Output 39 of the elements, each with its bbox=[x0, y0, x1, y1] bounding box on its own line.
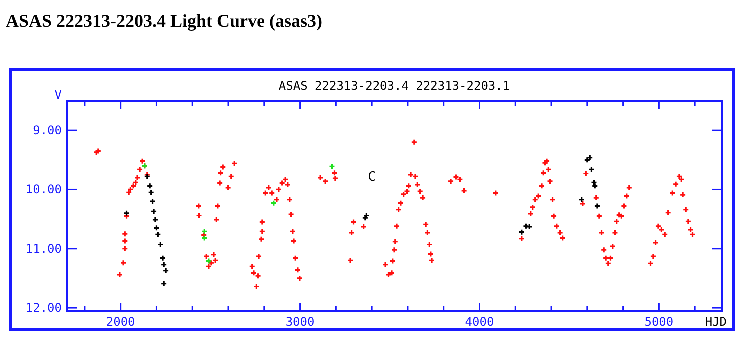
point bbox=[160, 255, 166, 262]
y-tick-label: 11.00 bbox=[26, 242, 62, 256]
x-tick-label: 4000 bbox=[465, 315, 494, 329]
point bbox=[518, 229, 526, 236]
point bbox=[590, 179, 598, 186]
point bbox=[201, 234, 208, 242]
point bbox=[588, 166, 596, 173]
point bbox=[150, 208, 158, 215]
x-tick-label: 2000 bbox=[106, 315, 136, 329]
point bbox=[586, 154, 594, 162]
point bbox=[148, 189, 155, 196]
point bbox=[328, 163, 336, 170]
y-tick-label: 9.00 bbox=[33, 124, 62, 138]
annotation: C bbox=[368, 170, 376, 185]
point bbox=[154, 231, 162, 238]
point bbox=[146, 182, 154, 190]
point bbox=[526, 224, 533, 230]
point bbox=[592, 182, 598, 190]
y-axis-title: V bbox=[54, 88, 62, 102]
point bbox=[578, 196, 586, 204]
y-tick-label: 12.00 bbox=[26, 301, 62, 316]
x-tick-label: 5000 bbox=[644, 315, 674, 329]
point bbox=[206, 258, 212, 265]
point bbox=[584, 156, 591, 164]
point bbox=[594, 202, 601, 210]
point bbox=[270, 200, 278, 207]
point bbox=[152, 216, 159, 224]
point bbox=[153, 224, 160, 232]
x-axis-title: HJD bbox=[705, 315, 727, 329]
point bbox=[160, 280, 168, 288]
x-tick-label: 3000 bbox=[286, 315, 315, 329]
point bbox=[522, 223, 530, 230]
point bbox=[123, 210, 130, 217]
chart-title: ASAS 222313-2203.4 Light Curve (asas3) bbox=[6, 11, 323, 31]
point bbox=[149, 198, 156, 205]
point bbox=[201, 228, 208, 236]
y-tick-label: 10.00 bbox=[26, 182, 62, 197]
chart-subtitle: ASAS 222313-2203.4 222313-2203.1 bbox=[278, 79, 510, 93]
point bbox=[157, 241, 164, 248]
